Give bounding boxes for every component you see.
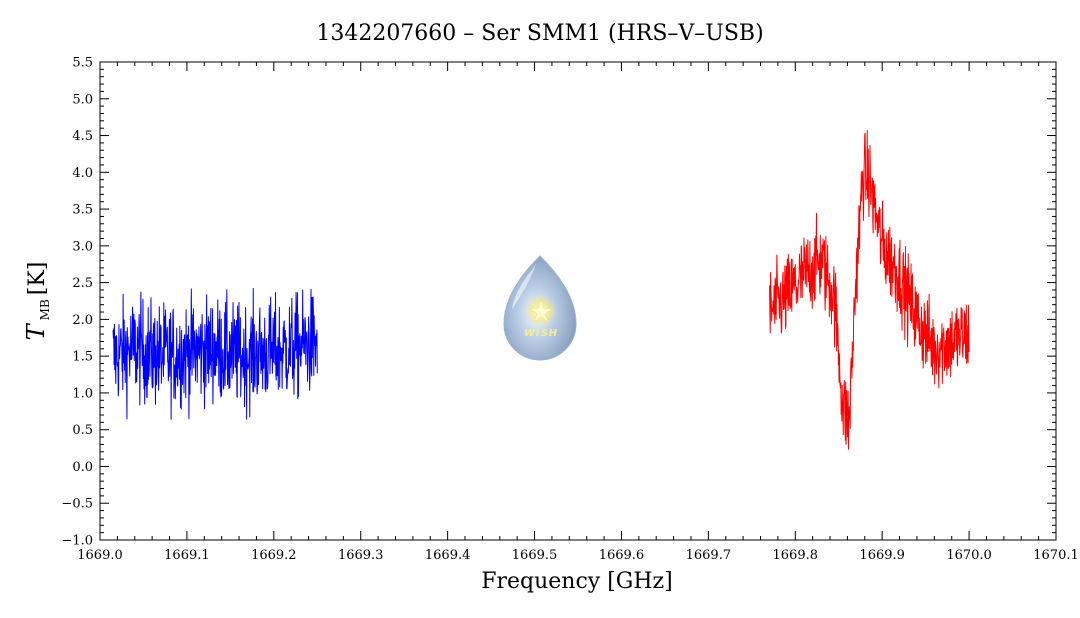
- chart-title: 1342207660 – Ser SMM1 (HRS–V–USB): [316, 21, 763, 46]
- plot-frame: [99, 61, 1057, 541]
- y-tick-label: 5.5: [72, 56, 93, 71]
- y-tick-label: 0.5: [72, 423, 93, 438]
- y-axis-subscript: MB: [38, 299, 52, 320]
- x-tick-label: 1669.3: [338, 548, 384, 563]
- x-tick-label: 1669.0: [77, 548, 123, 563]
- y-tick-label: 1.0: [72, 386, 93, 401]
- y-tick-label: 3.0: [72, 239, 93, 254]
- spectrum-series-line: [112, 287, 318, 420]
- spectrum-series-line: [768, 129, 970, 450]
- x-tick-label: 1669.9: [859, 548, 905, 563]
- y-tick-label: 5.0: [72, 92, 93, 107]
- series-layer: [112, 129, 970, 450]
- x-tick-label: 1669.2: [251, 548, 297, 563]
- y-axis-unit: [K]: [25, 262, 50, 296]
- y-tick-label: 2.0: [72, 313, 93, 328]
- y-axis-label: T MB [K]: [22, 262, 52, 341]
- x-tick-label: 1669.4: [425, 548, 471, 563]
- y-tick-label: 3.5: [72, 203, 93, 218]
- x-tick-label: 1669.1: [164, 548, 210, 563]
- y-tick-label: −0.5: [61, 497, 93, 512]
- star-icon: [529, 298, 553, 323]
- x-tick-label: 1670.1: [1033, 548, 1079, 563]
- tick-layer: 1669.0 1669.1 1669.2 1669.3 1669.4 1669.5 1669…: [61, 56, 1078, 564]
- x-tick-label: 1669.5: [512, 548, 558, 563]
- y-tick-label: 0.0: [72, 460, 93, 475]
- y-tick-label: 2.5: [72, 276, 93, 291]
- wish-drop-highlight: [512, 264, 536, 310]
- wish-logo: WISH: [503, 255, 577, 361]
- y-axis-symbol: T: [22, 322, 50, 340]
- wish-logo-text: WISH: [524, 328, 558, 339]
- x-tick-label: 1669.7: [686, 548, 732, 563]
- y-tick-label: 4.5: [72, 129, 93, 144]
- x-tick-label: 1669.8: [773, 548, 819, 563]
- y-tick-label: −1.0: [61, 534, 93, 549]
- y-tick-label: 4.0: [72, 166, 93, 181]
- y-tick-label: 1.5: [72, 350, 93, 365]
- x-tick-label: 1670.0: [946, 548, 992, 563]
- x-tick-label: 1669.6: [599, 548, 645, 563]
- x-axis-label: Frequency [GHz]: [481, 569, 673, 594]
